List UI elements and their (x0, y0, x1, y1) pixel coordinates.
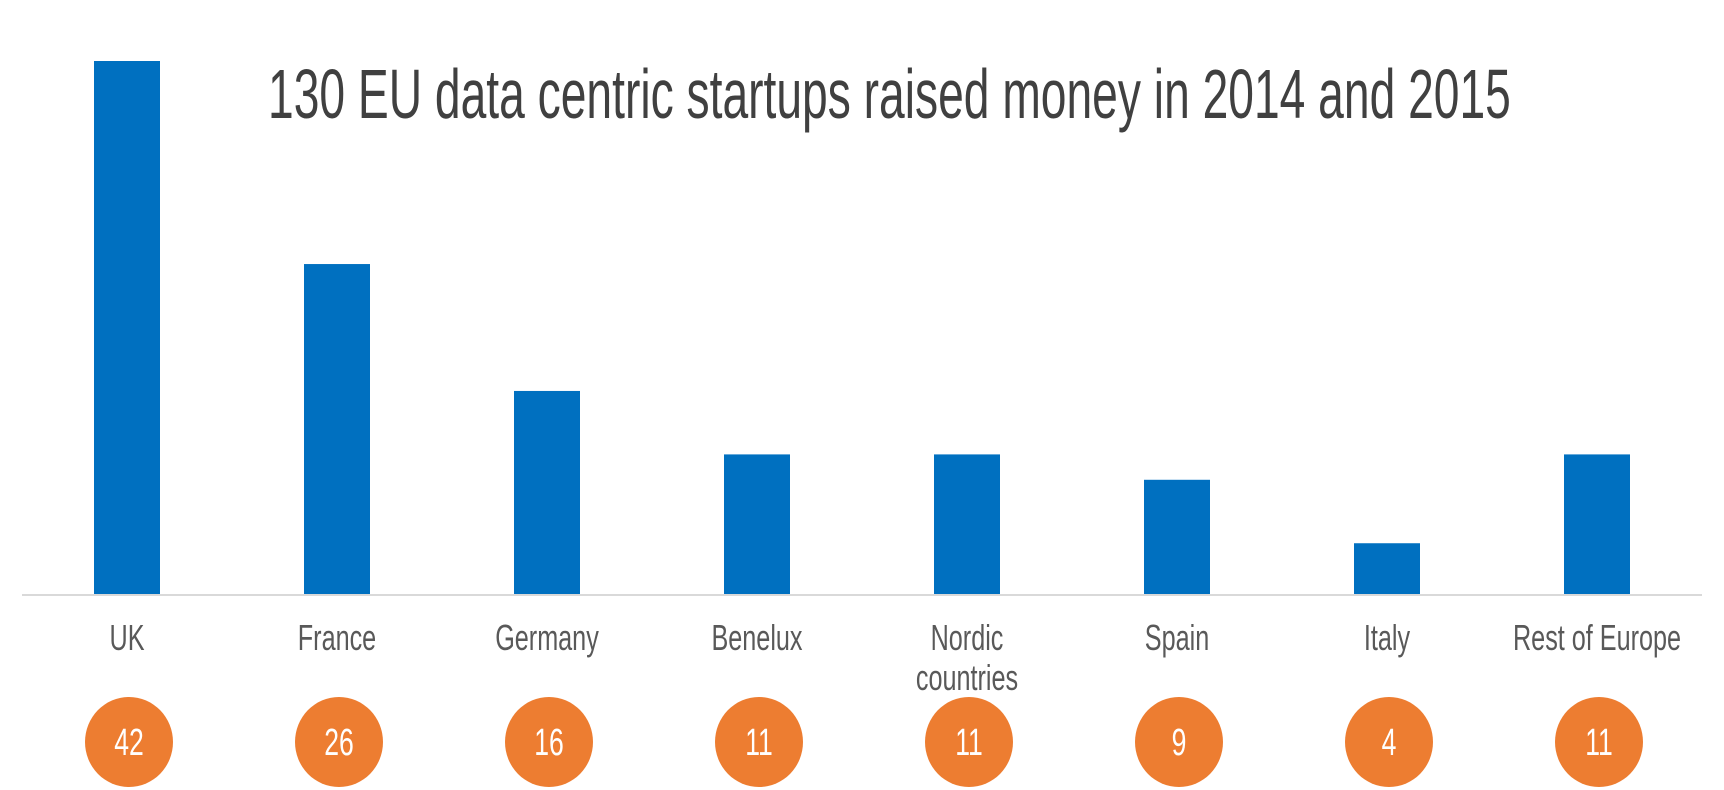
bar-rest-of-europe (1564, 454, 1630, 594)
category-label: Nordic (931, 618, 1004, 659)
value-badge (295, 697, 383, 787)
category-label: Italy (1364, 618, 1411, 659)
bar-nordic-countries (934, 454, 1000, 594)
value-badge-label: 11 (1585, 720, 1613, 763)
value-badge (85, 697, 173, 787)
bars-group (94, 61, 1630, 594)
category-label: UK (110, 618, 145, 659)
value-badge (715, 697, 803, 787)
value-badge (925, 697, 1013, 787)
bar-uk (94, 61, 160, 594)
bar-germany (514, 390, 580, 594)
value-badge-label: 16 (534, 720, 564, 763)
category-label: Benelux (711, 618, 802, 659)
chart-title: 130 EU data centric startups raised mone… (268, 54, 1511, 133)
value-badge-label: 11 (745, 720, 773, 763)
value-badge-label: 11 (955, 720, 983, 763)
category-label: Germany (495, 618, 599, 659)
bar-benelux (724, 454, 790, 594)
category-label: Rest of Europe (1513, 618, 1681, 659)
value-badge-label: 42 (114, 720, 144, 763)
category-label: France (298, 618, 376, 659)
value-badge (505, 697, 593, 787)
value-badges-group: 42 26 16 11 11 9 4 11 (85, 697, 1643, 787)
bar-italy (1354, 543, 1420, 594)
category-label: countries (916, 658, 1018, 699)
value-badge (1135, 697, 1223, 787)
value-badge (1345, 697, 1433, 787)
bar-spain (1144, 479, 1210, 594)
bar-france (304, 264, 370, 594)
value-badge-label: 26 (324, 720, 354, 763)
value-badge (1555, 697, 1643, 787)
value-badge-label: 4 (1382, 720, 1397, 763)
category-label: Spain (1145, 618, 1209, 659)
value-badge-label: 9 (1172, 720, 1187, 763)
